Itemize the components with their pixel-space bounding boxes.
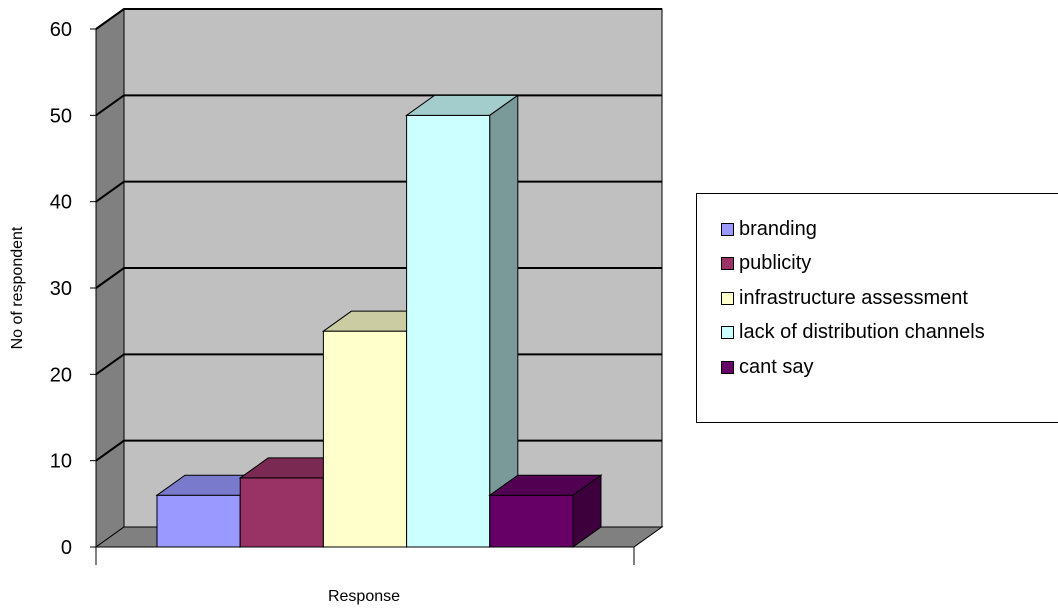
y-tick-label: 50: [50, 105, 72, 127]
bar-front: [489, 494, 574, 548]
y-tick-label: 60: [50, 19, 72, 41]
legend-item: publicity: [721, 247, 1058, 282]
y-axis-ticks: 0 10 20 30 40 50 60: [50, 19, 635, 565]
y-tick-label: 40: [50, 192, 72, 214]
bar-front: [156, 494, 241, 548]
legend-item: lack of distribution channels: [721, 316, 1058, 351]
bar-front: [239, 477, 324, 548]
legend-label: branding: [739, 217, 817, 240]
bar-lack-of-distribution-channels: [405, 94, 520, 548]
bar-front: [406, 114, 491, 548]
legend-swatch: [721, 291, 734, 305]
y-tick-label: 30: [50, 278, 72, 300]
bar-front: [322, 330, 408, 548]
legend: branding publicity infrastructure assessme…: [696, 193, 1058, 423]
y-axis-title: No of respondent: [9, 226, 26, 349]
legend-swatch: [721, 257, 734, 271]
x-axis-title: Response: [328, 588, 400, 605]
legend-label: infrastructure assessment: [739, 286, 968, 309]
legend-swatch: [721, 222, 734, 236]
legend-item: cant say: [721, 350, 1058, 385]
legend-item: branding: [721, 212, 1058, 247]
legend-swatch: [721, 326, 734, 340]
y-tick-label: 20: [50, 364, 72, 386]
bars: [155, 94, 603, 548]
legend-label: cant say: [739, 355, 814, 378]
gridline: [95, 8, 662, 30]
bar-cant-say: [488, 474, 603, 548]
legend-swatch: [721, 360, 734, 374]
y-tick-label: 10: [50, 451, 72, 473]
legend-item: infrastructure assessment: [721, 281, 1058, 316]
legend-label: publicity: [739, 252, 812, 275]
bar-side: [572, 474, 602, 548]
y-tick-label: 0: [61, 537, 72, 559]
legend-label: lack of distribution channels: [739, 321, 985, 344]
